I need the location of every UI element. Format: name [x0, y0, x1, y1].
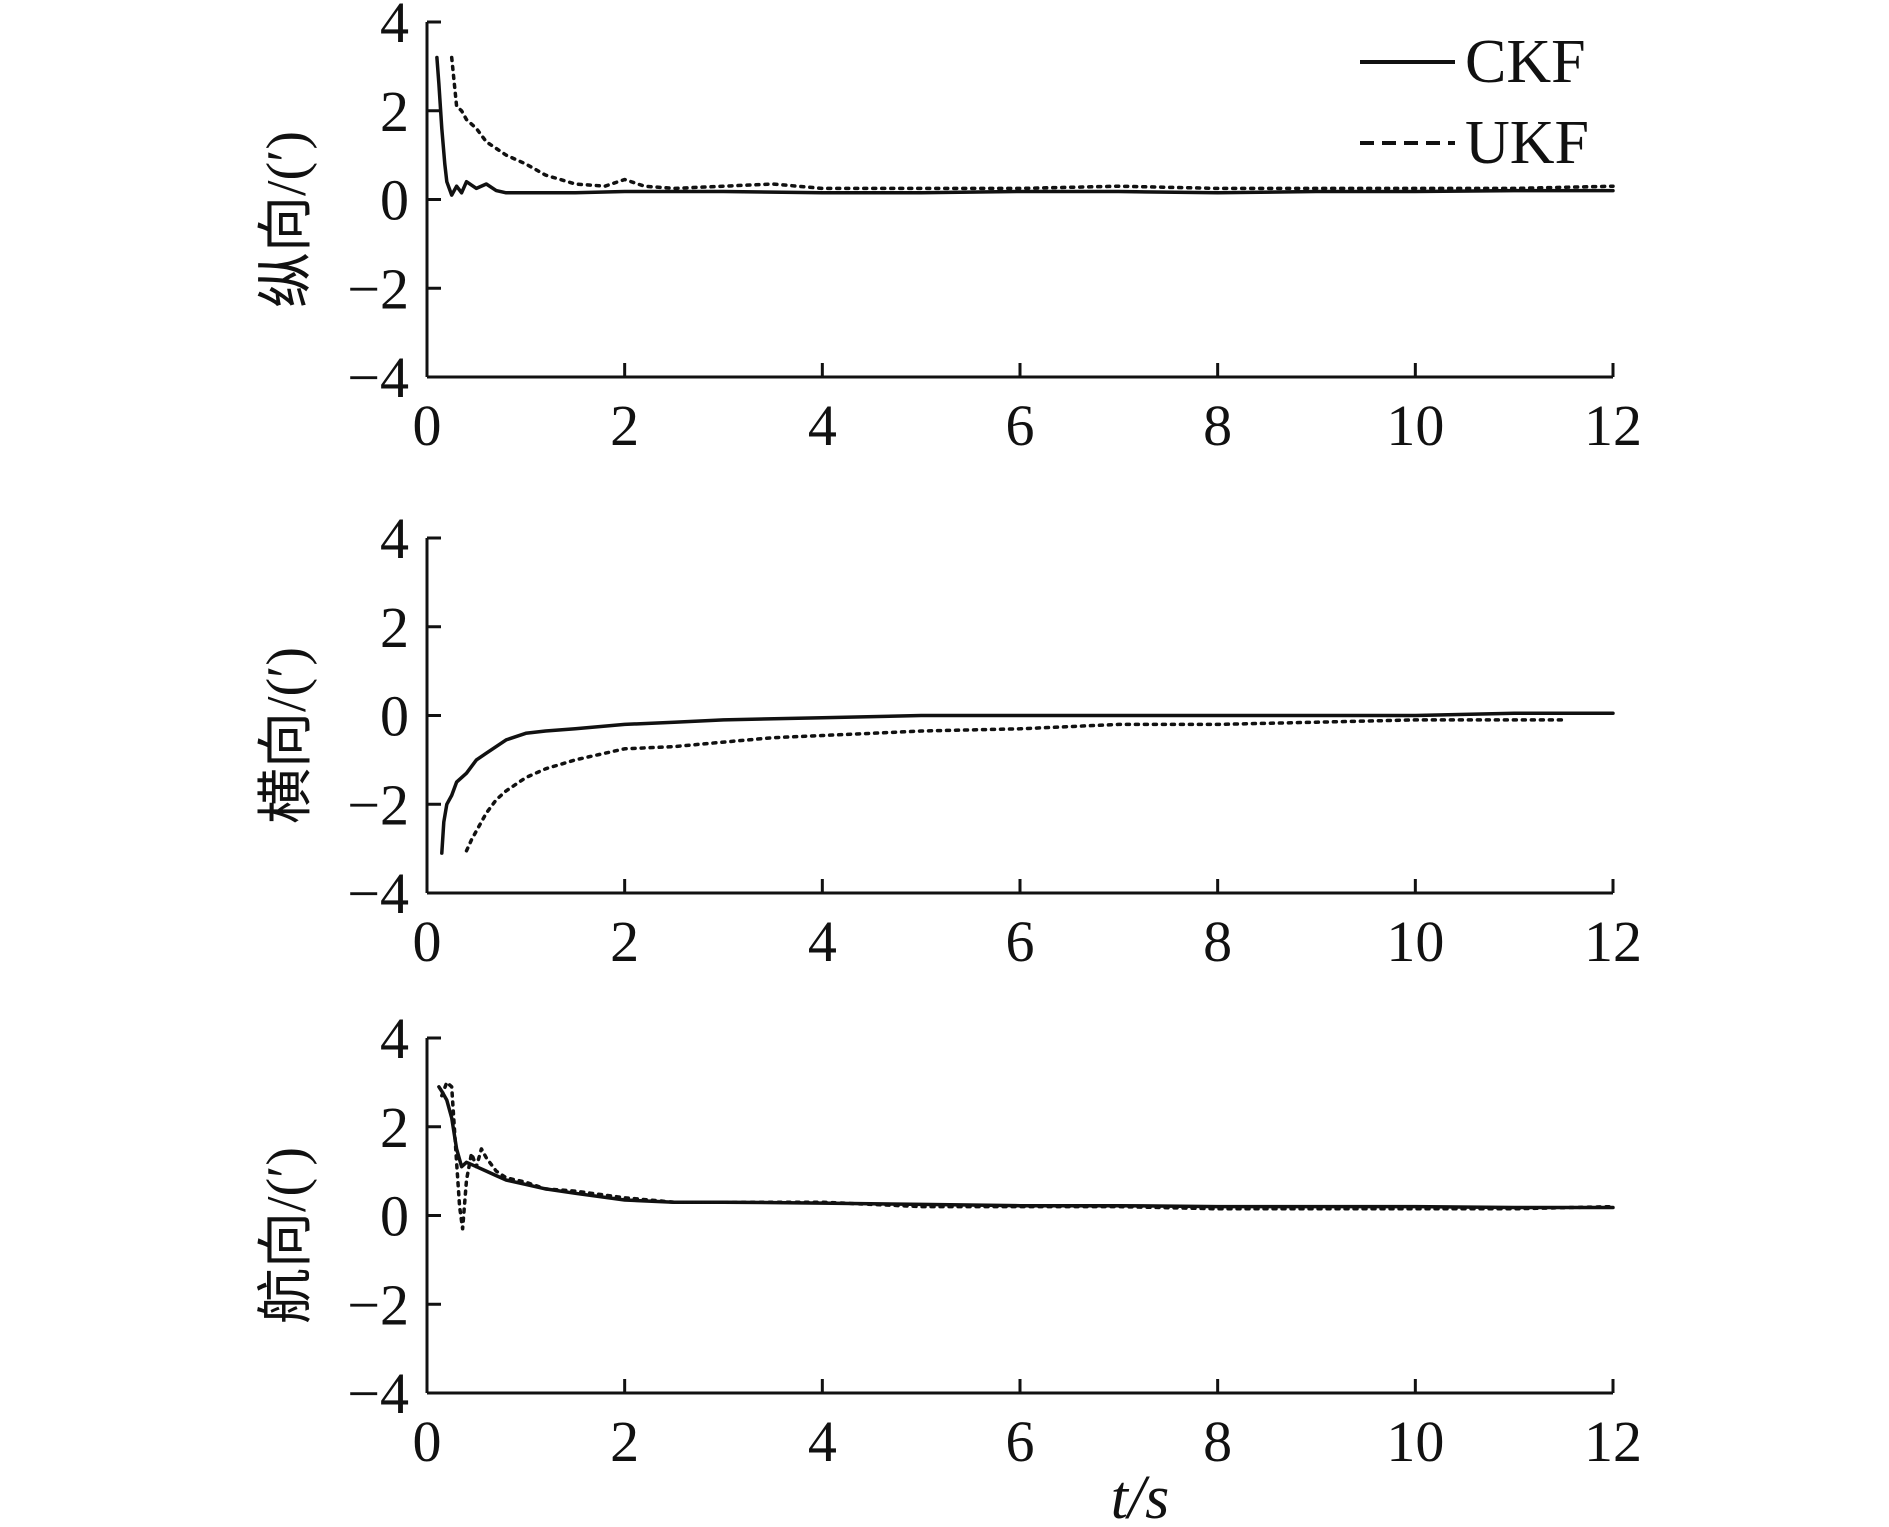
x-tick-label: 8 [1203, 909, 1232, 974]
series-line-ckf [440, 711, 1615, 855]
y-tick-label: 4 [380, 506, 409, 571]
x-tick-label: 2 [610, 1409, 639, 1474]
panel-lateral: −4 −2 0 2 4 0 2 4 6 8 10 12 横向/(′) [256, 506, 1642, 974]
y-tick-label: −4 [347, 861, 409, 926]
panel-heading: −4 −2 0 2 4 0 2 4 6 8 10 12 航向/(′) t/s [256, 1006, 1642, 1527]
legend-ckf-label: CKF [1465, 28, 1586, 96]
x-tick-label: 4 [808, 1409, 837, 1474]
x-tick-label: 12 [1584, 909, 1642, 974]
y-tick-label: 2 [380, 595, 409, 660]
x-tick-label: 2 [610, 909, 639, 974]
x-tick-label: 6 [1006, 1409, 1035, 1474]
y-axis-label: 横向/(′) [256, 647, 318, 824]
y-tick-label: −2 [347, 256, 409, 321]
x-axis-label: t/s [1111, 1464, 1170, 1527]
x-tick-label: 4 [808, 909, 837, 974]
y-tick-label: −4 [347, 1361, 409, 1426]
x-tick-label: 10 [1386, 1409, 1444, 1474]
legend: CKF UKF [1360, 28, 1589, 177]
y-tick-label: 0 [380, 1184, 409, 1249]
y-tick-label: 2 [380, 79, 409, 144]
y-tick-label: −2 [347, 772, 409, 837]
x-tick-label: 10 [1386, 909, 1444, 974]
x-tick-label: 6 [1006, 393, 1035, 458]
x-tick-label: 8 [1203, 393, 1232, 458]
panel-longitudinal: −4 −2 0 2 4 0 2 4 6 8 10 12 纵向/(′) [256, 0, 1642, 458]
series-line-ukf [464, 718, 1566, 853]
series-line-ckf [437, 1085, 1615, 1210]
y-tick-label: 2 [380, 1095, 409, 1160]
x-tick-label: 4 [808, 393, 837, 458]
y-tick-label: 4 [380, 0, 409, 55]
x-tick-label: 0 [413, 1409, 442, 1474]
series-line-ukf [440, 1080, 1615, 1231]
y-axis-label: 航向/(′) [256, 1147, 318, 1324]
x-tick-label: 0 [413, 909, 442, 974]
x-tick-label: 12 [1584, 393, 1642, 458]
y-tick-label: 0 [380, 168, 409, 233]
y-axis-label: 纵向/(′) [256, 131, 318, 308]
y-tick-label: 0 [380, 684, 409, 749]
x-tick-label: 8 [1203, 1409, 1232, 1474]
x-tick-label: 6 [1006, 909, 1035, 974]
y-tick-label: −4 [347, 345, 409, 410]
legend-ukf-label: UKF [1465, 109, 1589, 177]
x-tick-label: 0 [413, 393, 442, 458]
series-line-ckf [435, 55, 1615, 197]
y-tick-label: −2 [347, 1272, 409, 1337]
x-tick-label: 10 [1386, 393, 1444, 458]
y-tick-label: 4 [380, 1006, 409, 1071]
x-tick-label: 2 [610, 393, 639, 458]
x-tick-label: 12 [1584, 1409, 1642, 1474]
series-line-ukf [449, 55, 1615, 191]
